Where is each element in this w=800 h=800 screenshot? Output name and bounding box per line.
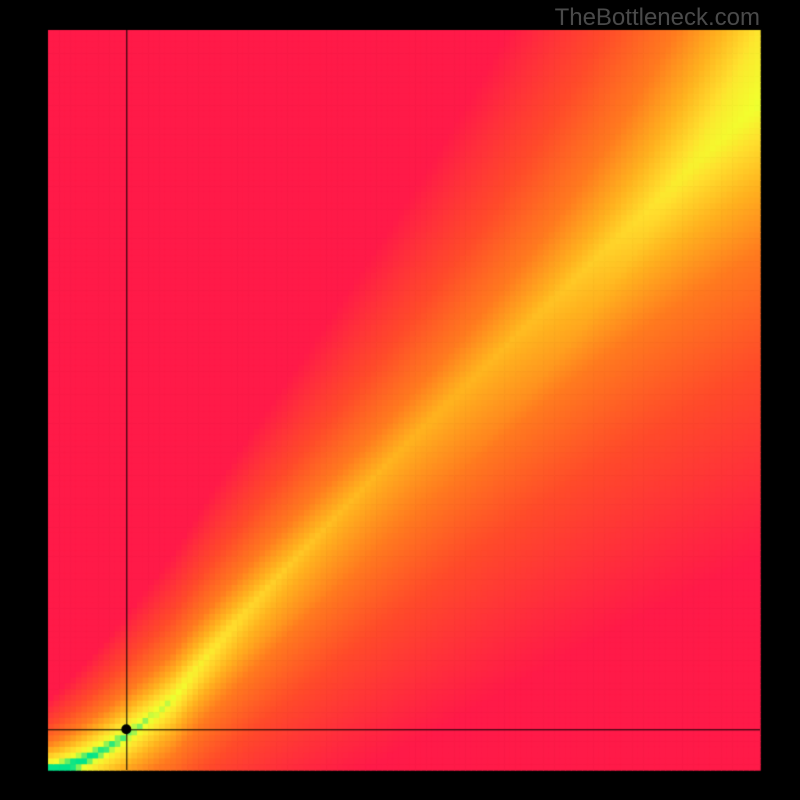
heatmap-canvas	[0, 0, 800, 800]
chart-container: TheBottleneck.com	[0, 0, 800, 800]
watermark-label: TheBottleneck.com	[555, 4, 760, 32]
